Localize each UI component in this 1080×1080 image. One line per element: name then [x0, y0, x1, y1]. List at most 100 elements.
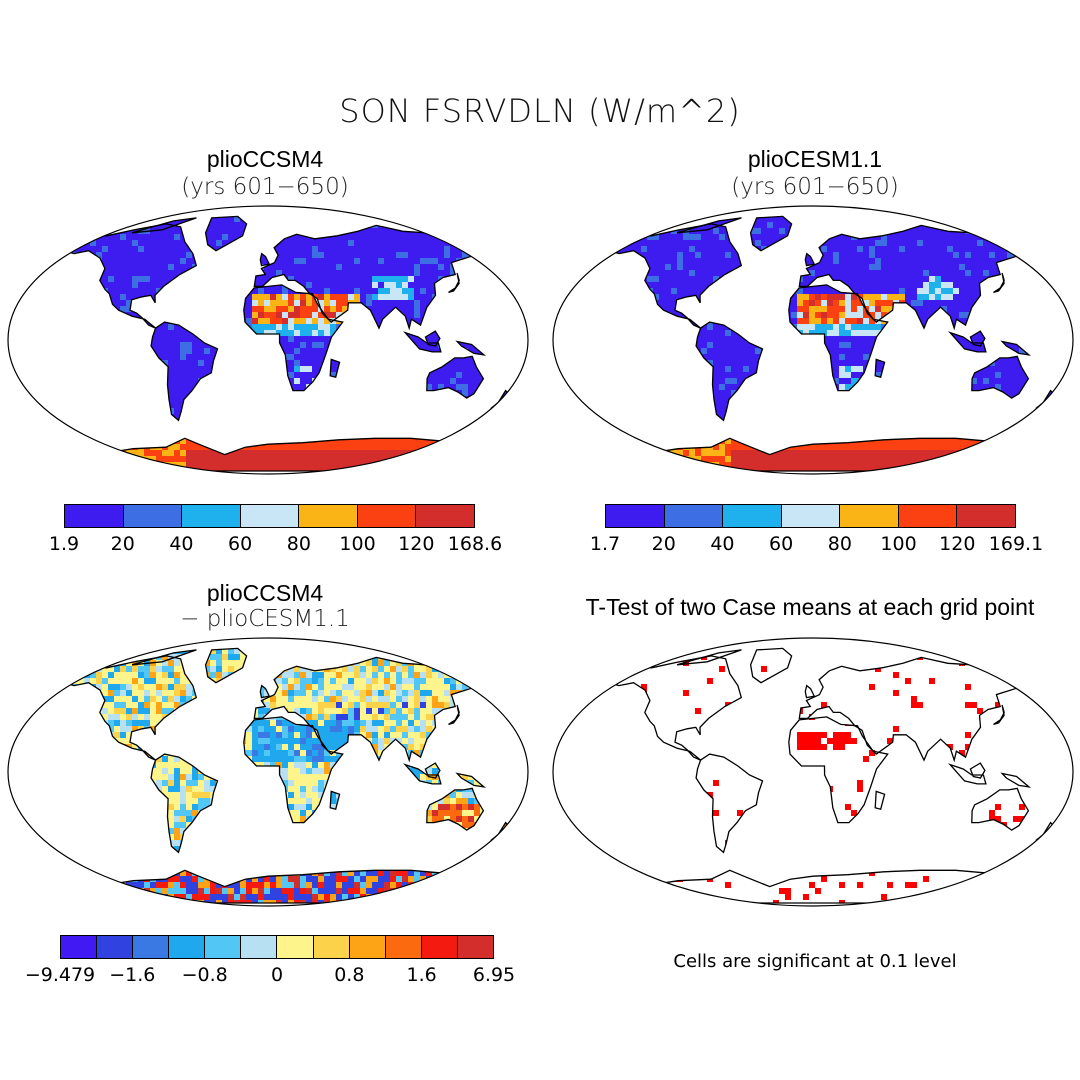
- coastline-newguinea: [1000, 772, 1032, 788]
- colorbar-tick-label: −9.479: [24, 964, 96, 986]
- coastline-samerica: [150, 321, 219, 422]
- map-svg: [7, 637, 529, 907]
- coastline-namerica: [607, 223, 743, 329]
- colorbar-swatch: [133, 936, 170, 958]
- colorbar-swatch: [385, 936, 422, 958]
- colorbar-swatch: [898, 505, 958, 527]
- coastline-eurasia: [798, 224, 1026, 331]
- coastline-borneo: [969, 762, 986, 779]
- panel-4-title: T-Test of two Case means at each grid po…: [585, 594, 1035, 620]
- colorbar-tick-label: −0.8: [181, 964, 228, 986]
- colorbar-tick-label: 100: [880, 533, 917, 555]
- coastline-borneo: [969, 330, 986, 347]
- figure-title: SON FSRVDLN (W/m^2): [339, 92, 741, 130]
- colorbar-swatch: [299, 505, 358, 527]
- colorbar-tick-label: 6.95: [472, 964, 516, 986]
- coastline-japan: [448, 704, 460, 726]
- map-svg: [552, 637, 1074, 907]
- colorbar-swatch: [182, 505, 241, 527]
- map-boundary: [7, 637, 529, 907]
- colorbar-tick-label: 80: [827, 533, 852, 555]
- coastline-newguinea: [455, 340, 487, 356]
- colorbar-swatch: [61, 936, 98, 958]
- colorbar-tick-label: −1.6: [109, 964, 156, 986]
- coastline-greenland: [204, 215, 248, 252]
- coastline-indonesia: [948, 331, 987, 353]
- panel-1-title: plioCCSM4: [206, 146, 324, 172]
- coastline-britain: [804, 252, 816, 267]
- colorbar-swatch: [421, 936, 458, 958]
- map-panel-1: [6, 204, 530, 476]
- colorbar-swatch: [65, 505, 124, 527]
- coastline-arctic: [131, 217, 197, 234]
- coastline-borneo: [424, 330, 441, 347]
- coastline-samerica: [150, 753, 219, 854]
- colorbar-swatch: [781, 505, 841, 527]
- panel-3-title: plioCCSM4: [206, 580, 324, 606]
- coastline-newguinea: [1000, 340, 1032, 356]
- colorbar-panel-3: [60, 935, 494, 959]
- coastline-indonesia: [948, 763, 987, 785]
- colorbar-swatch: [416, 505, 475, 527]
- coastline-borneo: [424, 762, 441, 779]
- colorbar-panel-1: [64, 504, 475, 528]
- panel-3-subtitle: − plioCESM1.1: [180, 606, 350, 632]
- coastline-africa: [243, 716, 344, 824]
- map-boundary: [552, 637, 1074, 907]
- colorbar-swatch: [357, 505, 417, 527]
- colorbar-tick-label: 60: [228, 533, 253, 555]
- coastline-madagascar: [874, 790, 886, 810]
- colorbar-swatch: [277, 936, 314, 958]
- colorbar-tick-label: 169.1: [988, 533, 1044, 555]
- colorbar-tick-label: 100: [339, 533, 376, 555]
- coastline-japan: [993, 704, 1005, 726]
- panel-2-subtitle: (yrs 601−650): [731, 174, 899, 200]
- map-panel-3: [6, 636, 530, 908]
- colorbar-tick-label: 1.9: [48, 533, 80, 555]
- coastline-australia: [426, 787, 485, 831]
- coastline-eurasia: [798, 656, 1026, 763]
- coastline-britain: [259, 252, 271, 267]
- colorbar-tick-label: 20: [651, 533, 676, 555]
- significance-note: Cells are significant at 0.1 level: [673, 951, 957, 972]
- coastline-africa: [788, 716, 889, 824]
- colorbar-tick-label: 168.6: [447, 533, 503, 555]
- coastline-greenland: [749, 215, 793, 252]
- map-panel-4: [551, 636, 1075, 908]
- coastline-samerica: [695, 321, 764, 422]
- colorbar-tick-label: 80: [286, 533, 311, 555]
- colorbar-swatch: [457, 936, 493, 958]
- colorbar-swatch: [241, 936, 278, 958]
- colorbar-swatch: [840, 505, 899, 527]
- colorbar-swatch: [240, 505, 300, 527]
- map-svg: [552, 205, 1074, 475]
- colorbar-panel-2: [605, 504, 1016, 528]
- colorbar-swatch: [606, 505, 665, 527]
- coastline-namerica: [62, 655, 198, 761]
- coastline-britain: [259, 684, 271, 699]
- colorbar-swatch: [123, 505, 183, 527]
- coastline-samerica: [695, 753, 764, 854]
- colorbar-tick-label: 0: [270, 964, 284, 986]
- coastline-madagascar: [874, 358, 886, 378]
- map-boundary: [552, 205, 1074, 475]
- colorbar-swatch: [169, 936, 206, 958]
- coastline-newguinea: [455, 772, 487, 788]
- colorbar-swatch: [313, 936, 350, 958]
- colorbar-swatch: [723, 505, 782, 527]
- coastline-eurasia: [253, 656, 481, 763]
- coastline-arctic: [676, 217, 742, 234]
- coastline-greenland: [749, 647, 793, 684]
- colorbar-swatch: [664, 505, 724, 527]
- coastline-arctic: [131, 649, 197, 666]
- coastline-australia: [971, 355, 1030, 399]
- coastline-namerica: [62, 223, 198, 329]
- coastline-australia: [971, 787, 1030, 831]
- coastline-arctic: [676, 649, 742, 666]
- colorbar-swatch: [97, 936, 134, 958]
- coastline-greenland: [204, 647, 248, 684]
- colorbar-tick-label: 40: [710, 533, 735, 555]
- map-svg: [7, 205, 529, 475]
- coastline-madagascar: [329, 790, 341, 810]
- map-boundary: [7, 205, 529, 475]
